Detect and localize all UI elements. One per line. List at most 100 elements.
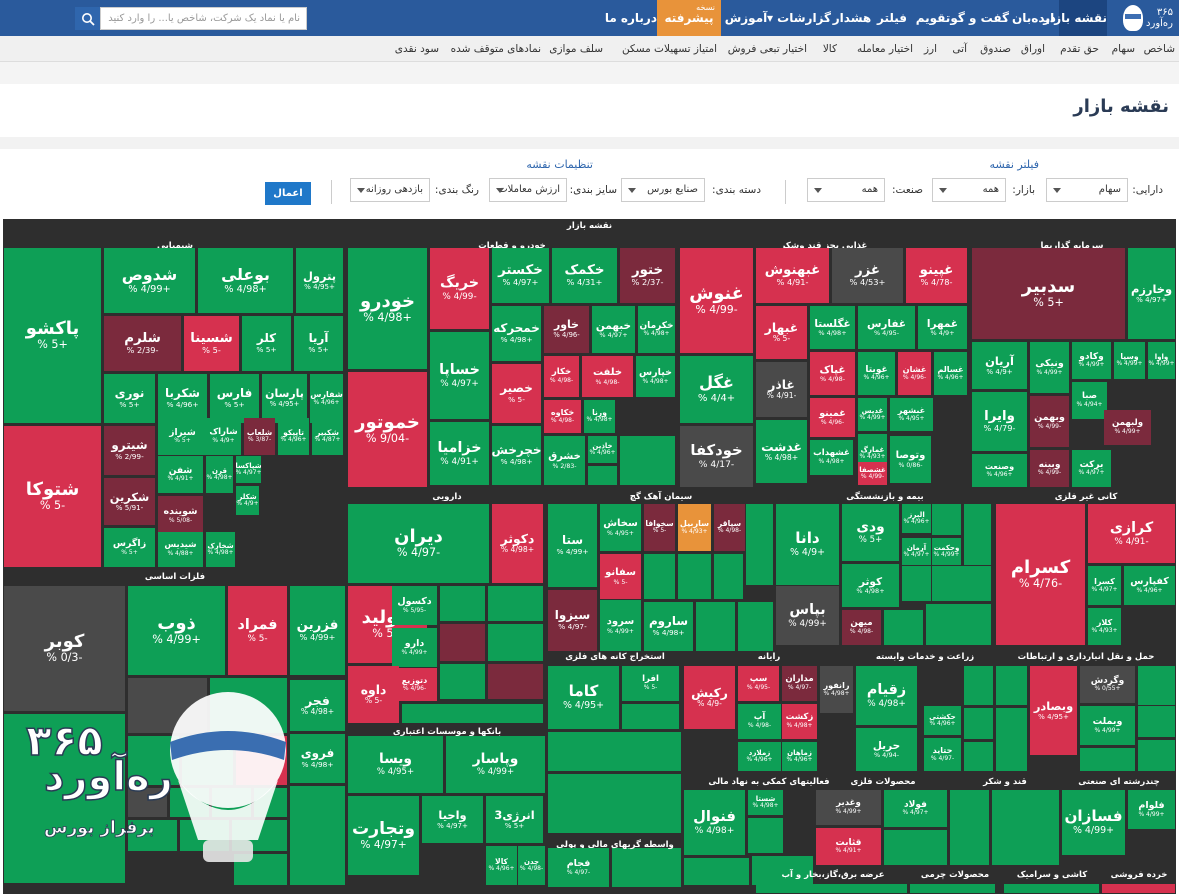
stock-tile[interactable]: دتوزیع -4/96 %	[392, 668, 437, 701]
stock-tile[interactable]: خصیر -5 %	[492, 364, 541, 423]
stock-tile-small[interactable]	[440, 664, 485, 699]
stock-tile-small[interactable]	[746, 504, 773, 585]
stock-tile-small[interactable]	[622, 704, 679, 729]
stock-tile-small[interactable]	[902, 566, 931, 601]
stock-tile[interactable]: شکبیر +4/87 %	[312, 418, 343, 455]
stock-tile[interactable]: حریل -4/94 %	[856, 728, 917, 771]
stock-tile[interactable]: غدشت +4/98 %	[756, 420, 807, 483]
stock-tile[interactable]: زماهان +4/96 %	[782, 742, 817, 771]
subnav-commodity[interactable]: کالا	[822, 43, 837, 55]
stock-tile-small[interactable]	[964, 666, 993, 705]
stock-tile[interactable]: وسپا +4/99 %	[1114, 342, 1145, 379]
stock-tile[interactable]: ساروم +4/98 %	[644, 602, 693, 651]
stock-tile[interactable]: فارس +5 %	[210, 374, 259, 423]
grouping-select[interactable]: صنایع بورس	[621, 178, 705, 202]
stock-tile[interactable]: غزر +4/53 %	[832, 248, 903, 303]
stock-tile-small[interactable]	[964, 708, 993, 739]
stock-tile[interactable]: خپارس +4/98 %	[636, 356, 675, 397]
stock-tile[interactable]: سپ -4/95 %	[738, 666, 779, 701]
stock-tile[interactable]: غفارس -4/95 %	[858, 306, 915, 349]
stock-tile[interactable]: شکربا +4/96 %	[158, 374, 207, 423]
stock-tile-small[interactable]	[488, 586, 543, 621]
stock-tile[interactable]: شوینده -5/08 %	[158, 496, 203, 535]
nav-about[interactable]: درباره ما	[604, 11, 657, 25]
stock-tile[interactable]: خاور -4/96 %	[544, 306, 589, 353]
stock-tile-small[interactable]	[290, 786, 345, 885]
stock-tile[interactable]: غاذر -4/91 %	[756, 362, 807, 417]
stock-tile-small[interactable]	[1138, 706, 1175, 737]
stock-tile[interactable]: ختور -2/37 %	[620, 248, 675, 303]
stock-tile[interactable]: شیراز +5 %	[158, 418, 207, 455]
stock-tile[interactable]: فمراد -5 %	[228, 586, 287, 675]
stock-tile[interactable]: پترول +4/95 %	[296, 248, 343, 313]
stock-tile[interactable]: کلر +5 %	[242, 316, 291, 371]
stock-tile[interactable]: خساپا +4/97 %	[430, 332, 489, 419]
stock-tile[interactable]: زملارد +4/96 %	[738, 742, 781, 771]
stock-tile-small[interactable]	[992, 790, 1059, 865]
stock-tile[interactable]: کرازی -4/91 %	[1088, 504, 1175, 563]
stock-tile[interactable]: زاگرس +5 %	[104, 528, 155, 567]
stock-tile[interactable]: شسینا -5 %	[184, 316, 239, 371]
stock-tile[interactable]: رانفور +4/98 %	[820, 666, 853, 713]
stock-tile[interactable]: واوا +4/99 %	[1148, 342, 1175, 379]
subnav-parallel-salaf[interactable]: سلف موازی	[549, 43, 603, 55]
stock-tile[interactable]: خریگ -4/99 %	[430, 248, 489, 329]
stock-tile[interactable]: شستا +4/98 %	[748, 790, 783, 815]
stock-tile[interactable]: سخاش +4/95 %	[600, 504, 641, 551]
stock-tile-small[interactable]	[964, 504, 991, 565]
stock-tile[interactable]: غپاک -4/98 %	[810, 352, 855, 395]
stock-tile-small[interactable]	[910, 884, 995, 893]
stock-tile[interactable]: کفپارس +4/96 %	[1124, 566, 1175, 605]
stock-tile[interactable]: غویتا +4/96 %	[858, 352, 895, 395]
stock-tile[interactable]: پارسان +4/95 %	[262, 374, 307, 423]
stock-tile[interactable]: سفانو -5 %	[600, 554, 641, 599]
nav-market-map[interactable]: نقشه بازار	[1043, 0, 1107, 36]
subnav-funds[interactable]: صندوق	[980, 43, 1011, 55]
stock-tile[interactable]: کلار +4/93 %	[1088, 608, 1121, 645]
stock-tile-small[interactable]	[440, 624, 485, 661]
stock-tile[interactable]: وبصادر +4/95 %	[1030, 666, 1077, 755]
subnav-stocks[interactable]: سهام	[1111, 43, 1135, 55]
stock-tile[interactable]: خکمک +4/31 %	[552, 248, 617, 303]
stock-tile[interactable]: آریان +4/9 %	[972, 342, 1027, 389]
search-input[interactable]: نام یا نماد یک شرکت، شاخص یا... را وارد …	[100, 7, 307, 30]
stock-tile[interactable]: خموتور -9/04 %	[348, 372, 427, 487]
stock-tile[interactable]: کوثر +4/98 %	[842, 564, 899, 607]
stock-tile[interactable]: کالا +4/96 %	[486, 846, 517, 885]
stock-tile[interactable]: سدبیر +5 %	[972, 248, 1125, 339]
stock-tile-small[interactable]	[1138, 666, 1175, 705]
stock-tile[interactable]: ونیکی +4/99 %	[1030, 342, 1069, 393]
stock-tile[interactable]: ویسا +4/95 %	[348, 736, 443, 793]
stock-tile-small[interactable]	[738, 602, 773, 651]
stock-tile[interactable]: میهن -4/98 %	[842, 610, 881, 645]
stock-tile[interactable]: وبملت +4/99 %	[1080, 706, 1135, 745]
nav-discussion[interactable]: گفت و گو	[950, 11, 1009, 25]
stock-tile[interactable]: ولبهمن +4/99 %	[1104, 410, 1151, 445]
stock-tile[interactable]: کسرا +4/97 %	[1088, 566, 1121, 605]
stock-tile[interactable]: زکشت +4/98 %	[782, 704, 817, 739]
stock-tile[interactable]: خشرق -2/83 %	[544, 436, 585, 485]
stock-tile[interactable]: شفارس +4/96 %	[310, 374, 343, 423]
stock-tile-small[interactable]	[440, 586, 485, 621]
stock-tile[interactable]: حکشتی +4/96 %	[924, 706, 961, 735]
stock-tile[interactable]: خچرخش +4/98 %	[492, 426, 541, 485]
stock-tile-small[interactable]	[402, 704, 543, 723]
stock-tile-small[interactable]	[488, 624, 543, 661]
stock-tile-small[interactable]	[684, 858, 749, 885]
stock-tile[interactable]: خودکفا -4/17 %	[680, 426, 753, 487]
stock-tile[interactable]: البرز +4/96 %	[902, 504, 931, 533]
stock-tile[interactable]: شیدیس +4/88 %	[158, 532, 203, 567]
stock-tile[interactable]: شفن +4/91 %	[158, 456, 203, 493]
subnav-bonds[interactable]: اوراق	[1020, 43, 1045, 55]
stock-tile[interactable]: وگردش +0/55 %	[1080, 666, 1135, 703]
stock-tile-small[interactable]	[548, 774, 681, 833]
stock-tile-small[interactable]	[964, 742, 993, 771]
stock-tile[interactable]: تاپیکو +4/96 %	[278, 418, 309, 455]
stock-tile[interactable]: کسرام -4/76 %	[996, 504, 1085, 645]
stock-tile-small[interactable]	[714, 554, 743, 599]
stock-tile[interactable]: وپاسار +4/99 %	[446, 736, 545, 793]
stock-tile-small[interactable]	[128, 820, 177, 851]
stock-tile[interactable]: وبهمن -4/99 %	[1030, 396, 1069, 447]
stock-tile[interactable]: فسازان +4/99 %	[1062, 790, 1125, 855]
nav-calendar[interactable]: تقویم	[915, 11, 951, 25]
